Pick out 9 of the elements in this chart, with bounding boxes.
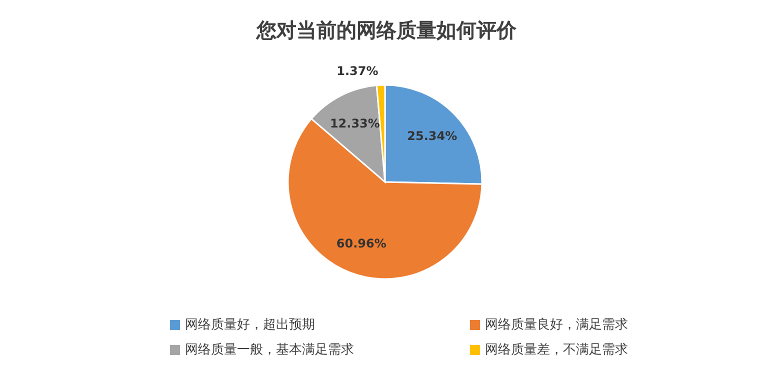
legend-label: 网络质量好，超出预期: [185, 318, 315, 332]
legend-label: 网络质量一般，基本满足需求: [185, 342, 354, 358]
data-label: 60.96%: [336, 236, 386, 251]
legend-label: 网络质量良好，满足需求: [485, 318, 628, 332]
data-label: 1.37%: [336, 64, 378, 78]
data-label: 12.33%: [330, 116, 380, 130]
data-label: 25.34%: [407, 128, 458, 143]
legend-label: 网络质量差，不满足需求: [485, 342, 628, 358]
chart-title: 您对当前的网络质量如何评价: [256, 18, 518, 42]
